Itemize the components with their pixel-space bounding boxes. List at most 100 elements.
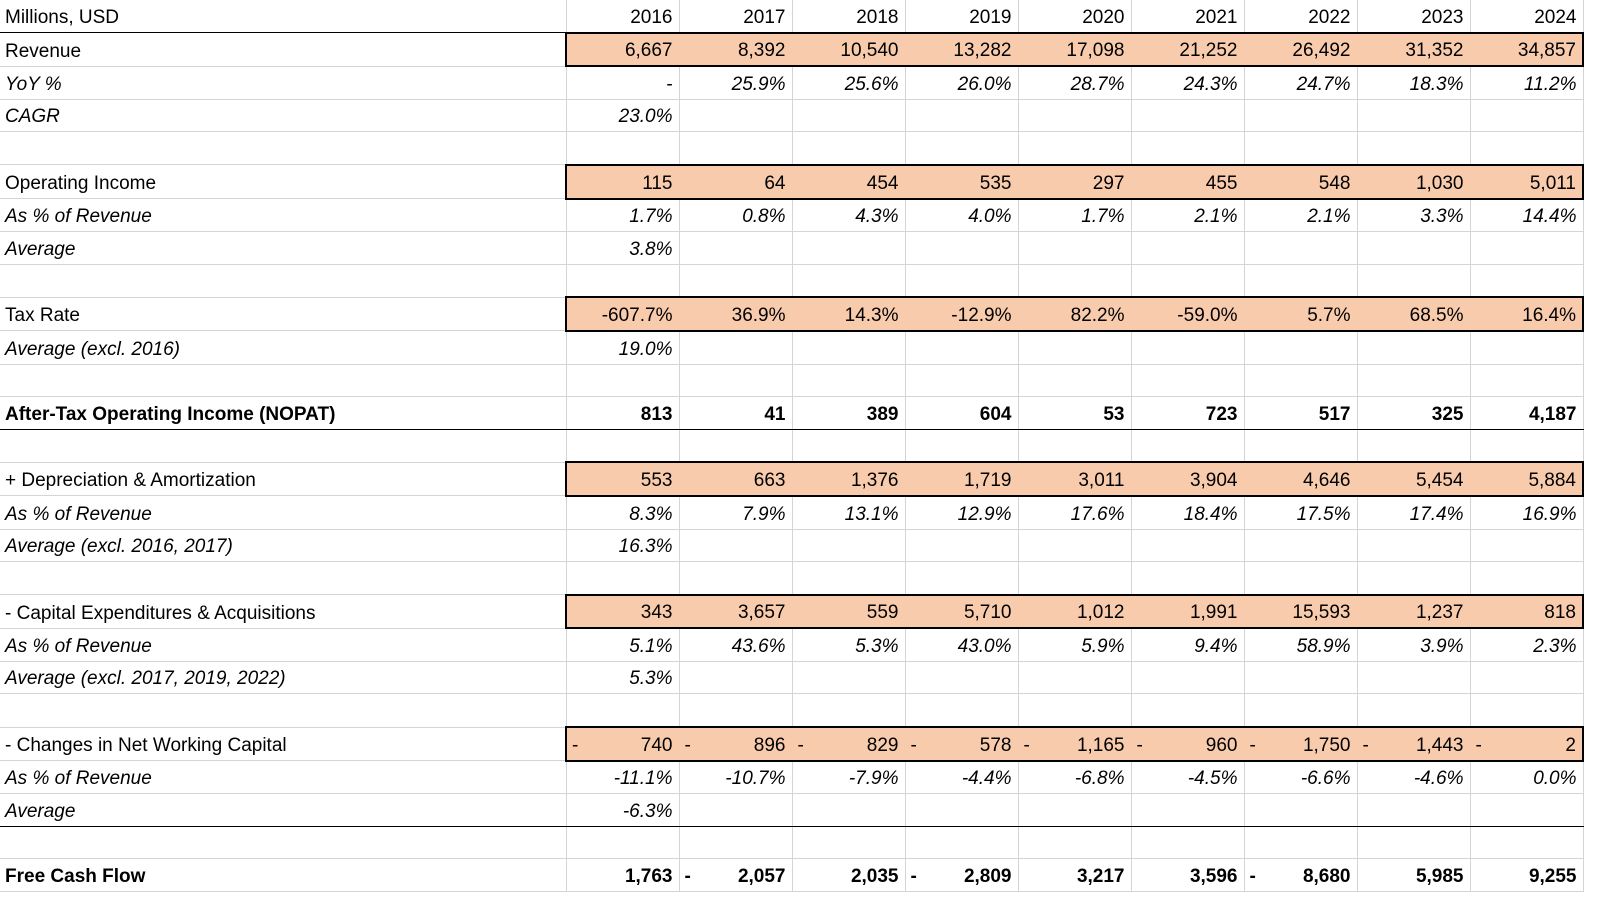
value-cell[interactable]: 5,454 <box>1357 461 1471 497</box>
row-label-cell[interactable]: Average (excl. 2016) <box>0 330 567 365</box>
value-cell[interactable]: 3,217 <box>1018 858 1132 893</box>
value-cell[interactable] <box>1244 661 1358 695</box>
value-cell[interactable]: 2,035 <box>792 858 906 893</box>
value-cell[interactable] <box>1131 429 1245 463</box>
value-cell[interactable] <box>566 561 680 596</box>
value-cell[interactable] <box>566 264 680 298</box>
value-cell[interactable]: 19.0% <box>566 330 680 365</box>
value-cell[interactable]: 3.3% <box>1357 198 1471 233</box>
value-cell[interactable] <box>1244 693 1358 728</box>
value-cell[interactable] <box>905 99 1019 133</box>
value-cell[interactable] <box>1470 264 1584 298</box>
value-cell[interactable]: 723 <box>1131 396 1245 430</box>
value-cell[interactable] <box>1018 131 1132 166</box>
value-cell[interactable]: 25.6% <box>792 66 906 100</box>
value-cell[interactable] <box>905 264 1019 298</box>
row-label-cell[interactable]: As % of Revenue <box>0 628 567 662</box>
value-cell[interactable]: 21,252 <box>1131 31 1245 68</box>
value-cell[interactable]: 17,098 <box>1018 31 1132 68</box>
value-cell[interactable] <box>905 330 1019 365</box>
row-label-cell[interactable] <box>0 826 567 860</box>
value-cell[interactable] <box>1357 693 1471 728</box>
row-label-cell[interactable]: CAGR <box>0 99 567 133</box>
value-cell[interactable] <box>905 231 1019 265</box>
row-label-cell[interactable]: As % of Revenue <box>0 760 567 795</box>
value-cell[interactable]: 43.0% <box>905 628 1019 662</box>
value-cell[interactable]: 26.0% <box>905 66 1019 100</box>
value-cell[interactable] <box>1357 826 1471 860</box>
value-cell[interactable] <box>1470 693 1584 728</box>
value-cell[interactable]: 0.8% <box>679 198 793 233</box>
value-cell[interactable] <box>792 793 906 827</box>
year-cell[interactable]: 2021 <box>1131 0 1245 34</box>
value-cell[interactable]: 11.2% <box>1470 66 1584 100</box>
value-cell[interactable]: 5.3% <box>792 628 906 662</box>
value-cell[interactable]: 343 <box>565 593 680 630</box>
value-cell[interactable]: 10,540 <box>792 31 906 68</box>
value-cell[interactable] <box>792 529 906 563</box>
value-cell[interactable]: 559 <box>792 593 906 630</box>
value-cell[interactable] <box>792 693 906 728</box>
value-cell[interactable]: 548 <box>1244 163 1358 200</box>
value-cell[interactable]: 3,904 <box>1131 461 1245 497</box>
value-cell[interactable] <box>792 661 906 695</box>
value-cell[interactable] <box>1357 330 1471 365</box>
value-cell[interactable]: 25.9% <box>679 66 793 100</box>
value-cell[interactable]: 5.7% <box>1244 296 1358 332</box>
value-cell[interactable] <box>1018 429 1132 463</box>
value-cell[interactable]: 24.3% <box>1131 66 1245 100</box>
value-cell[interactable]: 1.7% <box>566 198 680 233</box>
value-cell[interactable] <box>679 364 793 398</box>
value-cell[interactable]: 604 <box>905 396 1019 430</box>
value-cell[interactable] <box>1018 561 1132 596</box>
value-cell[interactable] <box>1018 99 1132 133</box>
value-cell[interactable]: 36.9% <box>679 296 793 332</box>
value-cell[interactable]: - 960 <box>1131 726 1245 762</box>
value-cell[interactable] <box>792 561 906 596</box>
year-cell[interactable]: 2024 <box>1470 0 1584 34</box>
value-cell[interactable]: -607.7% <box>565 296 680 332</box>
value-cell[interactable]: 17.5% <box>1244 495 1358 530</box>
row-label-cell[interactable] <box>0 364 567 398</box>
value-cell[interactable]: 14.3% <box>792 296 906 332</box>
value-cell[interactable]: 553 <box>565 461 680 497</box>
row-label-cell[interactable]: - Capital Expenditures & Acquisitions <box>0 594 567 629</box>
value-cell[interactable]: 5.3% <box>566 661 680 695</box>
value-cell[interactable]: 12.9% <box>905 495 1019 530</box>
value-cell[interactable]: 4.0% <box>905 198 1019 233</box>
value-cell[interactable]: 0.0% <box>1470 760 1584 795</box>
value-cell[interactable]: 3,011 <box>1018 461 1132 497</box>
value-cell[interactable] <box>1357 264 1471 298</box>
value-cell[interactable] <box>792 826 906 860</box>
row-label-cell[interactable] <box>0 131 567 166</box>
value-cell[interactable] <box>566 364 680 398</box>
value-cell[interactable]: 68.5% <box>1357 296 1471 332</box>
value-cell[interactable]: -4.5% <box>1131 760 1245 795</box>
value-cell[interactable]: 28.7% <box>1018 66 1132 100</box>
value-cell[interactable]: -2 <box>1470 726 1584 762</box>
row-label-cell[interactable]: Average <box>0 793 567 827</box>
value-cell[interactable]: 64 <box>679 163 793 200</box>
value-cell[interactable]: -4.4% <box>905 760 1019 795</box>
value-cell[interactable]: 5,884 <box>1470 461 1584 497</box>
value-cell[interactable] <box>792 264 906 298</box>
value-cell[interactable]: 16.4% <box>1470 296 1584 332</box>
value-cell[interactable]: 1,012 <box>1018 593 1132 630</box>
value-cell[interactable]: -59.0% <box>1131 296 1245 332</box>
value-cell[interactable] <box>792 330 906 365</box>
value-cell[interactable]: - 740 <box>565 726 680 762</box>
value-cell[interactable] <box>679 99 793 133</box>
value-cell[interactable]: - 1,443 <box>1357 726 1471 762</box>
value-cell[interactable]: -7.9% <box>792 760 906 795</box>
units-cell[interactable]: Millions, USD <box>0 0 567 34</box>
value-cell[interactable] <box>905 693 1019 728</box>
value-cell[interactable]: 31,352 <box>1357 31 1471 68</box>
row-label-cell[interactable]: As % of Revenue <box>0 495 567 530</box>
value-cell[interactable]: 16.3% <box>566 529 680 563</box>
value-cell[interactable]: 15,593 <box>1244 593 1358 630</box>
value-cell[interactable] <box>1357 99 1471 133</box>
value-cell[interactable] <box>1131 99 1245 133</box>
row-label-cell[interactable]: Average (excl. 2017, 2019, 2022) <box>0 661 567 695</box>
row-label-cell[interactable]: + Depreciation & Amortization <box>0 462 567 497</box>
value-cell[interactable]: 5.1% <box>566 628 680 662</box>
